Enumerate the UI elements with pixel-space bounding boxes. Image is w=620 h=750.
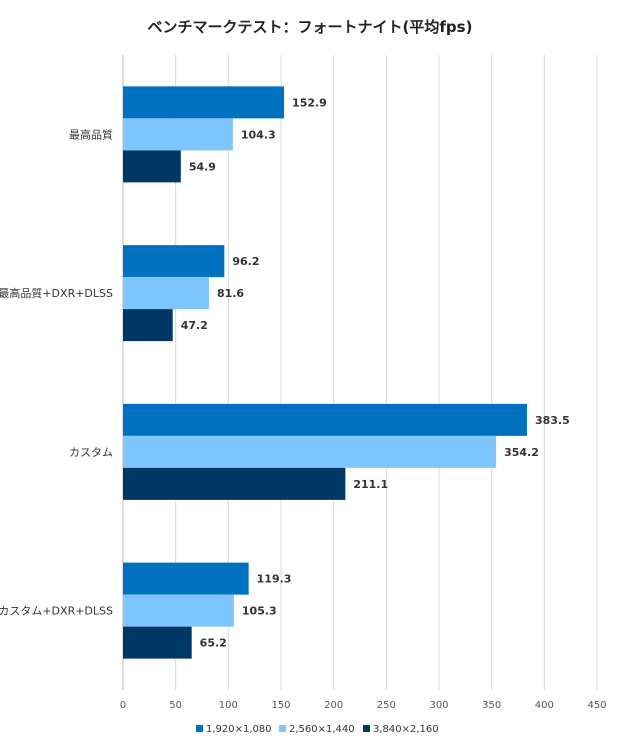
category-label: カスタム (69, 446, 113, 459)
data-label: 47.2 (181, 319, 208, 332)
x-tick-label: 400 (535, 700, 554, 711)
bar (123, 245, 225, 278)
bar (123, 309, 173, 342)
data-label: 65.2 (200, 637, 227, 650)
legend-label: 2,560×1,440 (289, 724, 355, 735)
legend-swatch (196, 725, 203, 732)
bar (123, 435, 497, 468)
chart-title: ベンチマークテスト：フォートナイト(平均fps) (148, 18, 473, 36)
bar (123, 562, 249, 595)
x-tick-label: 450 (587, 700, 606, 711)
x-tick-label: 350 (482, 700, 501, 711)
data-label: 354.2 (504, 446, 539, 459)
bar (123, 86, 285, 119)
legend-swatch (279, 725, 286, 732)
legend: 1,920×1,080 2,560×1,440 3,840×2,160 (196, 724, 439, 735)
x-tick-label: 50 (169, 700, 182, 711)
data-label: 211.1 (353, 478, 388, 491)
data-label: 383.5 (535, 414, 570, 427)
bar (123, 150, 181, 183)
data-label: 152.9 (292, 96, 327, 109)
bar (123, 118, 233, 151)
legend-label: 3,840×2,160 (373, 724, 439, 735)
x-tick-label: 250 (377, 700, 396, 711)
data-label: 105.3 (242, 605, 277, 618)
legend-label: 1,920×1,080 (206, 724, 272, 735)
category-label: 最高品質+DXR+DLSS (0, 286, 113, 300)
data-label: 81.6 (217, 287, 244, 300)
bars (123, 86, 527, 659)
category-label: 最高品質 (69, 127, 113, 141)
bar (123, 467, 346, 500)
x-tick-label: 150 (271, 700, 290, 711)
data-label: 96.2 (232, 255, 259, 268)
data-labels: 152.9 104.3 54.9 96.2 81.6 47.2 383.5 354.2 211.… (181, 96, 570, 649)
x-tick-label: 300 (429, 700, 448, 711)
x-tick-label: 100 (219, 700, 238, 711)
data-label: 119.3 (257, 573, 292, 586)
x-tick-label: 0 (120, 700, 126, 711)
x-tick-label: 200 (324, 700, 343, 711)
bar (123, 594, 234, 627)
data-label: 54.9 (189, 160, 216, 173)
bar (123, 277, 209, 310)
bar (123, 403, 527, 436)
legend-swatch (363, 725, 370, 732)
data-label: 104.3 (241, 128, 276, 141)
category-label: カスタム+DXR+DLSS (0, 605, 113, 618)
x-axis-ticks: 0 50 100 150 200 250 300 350 400 450 (120, 700, 607, 711)
bar (123, 626, 192, 659)
